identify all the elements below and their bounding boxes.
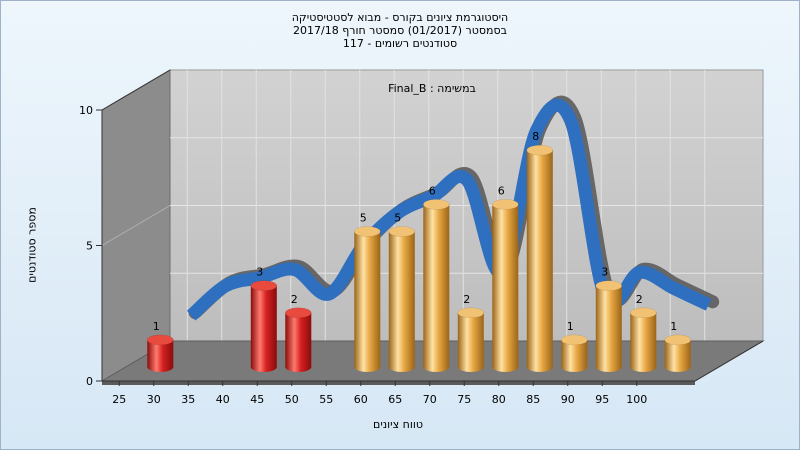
x-tick-label: 25 <box>112 393 126 406</box>
bar-value-label: 3 <box>256 266 263 279</box>
x-tick-label: 100 <box>626 393 647 406</box>
bar-body <box>423 204 450 372</box>
bar-body <box>492 204 519 372</box>
bar: 1 <box>664 320 692 372</box>
bar: 6 <box>423 184 450 372</box>
x-tick-label: 85 <box>526 393 540 406</box>
bar-body <box>664 339 691 372</box>
bar-body <box>526 150 553 372</box>
bar-body <box>561 339 588 372</box>
bar-value-label: 5 <box>394 212 401 225</box>
bar-value-label: 2 <box>291 293 298 306</box>
y-tick-label: 5 <box>86 240 93 253</box>
bar: 1 <box>147 320 174 372</box>
x-tick-label: 50 <box>285 393 299 406</box>
x-tick-label: 70 <box>423 393 437 406</box>
x-axis-label: טווח ציונים <box>373 418 423 431</box>
chart-title-line-3: סטודנטים רשומים - 117 <box>342 37 458 50</box>
bar-top <box>250 280 278 291</box>
x-tick-label: 80 <box>492 393 506 406</box>
bar-body <box>457 312 484 372</box>
floor-edge <box>102 381 695 385</box>
bar: 5 <box>354 212 381 372</box>
y-tick-label: 0 <box>86 375 93 388</box>
bar-body <box>147 339 174 372</box>
bar-body <box>285 312 312 372</box>
chart-title-block: היסטוגרמת ציונים בקורס - מבוא לסטטיסטיקה… <box>0 11 800 50</box>
bar: 5 <box>388 212 416 372</box>
bar-body <box>630 312 657 372</box>
bar-value-label: 3 <box>601 266 608 279</box>
bar-value-label: 1 <box>153 320 160 333</box>
x-tick-label: 90 <box>561 393 575 406</box>
bar-top <box>595 280 623 291</box>
bar-top <box>147 334 174 346</box>
depth-edge-top <box>101 69 171 111</box>
bar-top <box>423 199 450 210</box>
grid-line-side <box>101 205 171 246</box>
x-tick-label: 65 <box>388 393 402 406</box>
bar-top <box>630 307 657 319</box>
chart-subtitle: Final_B : במשימה <box>388 82 476 95</box>
bar-top <box>285 307 312 319</box>
bar: 1 <box>561 320 588 372</box>
y-axis-label: מספר סטודנטים <box>25 207 39 283</box>
x-tick-label: 60 <box>354 393 368 406</box>
bar-top <box>492 199 519 210</box>
x-tick-label: 40 <box>216 393 230 406</box>
bar-value-label: 6 <box>498 184 505 197</box>
bar-value-label: 8 <box>532 130 539 143</box>
bar: 3 <box>595 266 623 372</box>
bar: 2 <box>285 293 312 372</box>
bar: 2 <box>630 293 657 372</box>
x-tick-label: 95 <box>595 393 609 406</box>
bar: 6 <box>492 184 519 372</box>
bar-body <box>595 285 622 372</box>
bar: 3 <box>250 266 278 372</box>
bar-top <box>354 226 381 237</box>
bar-top <box>526 144 554 156</box>
bar: 8 <box>526 130 554 372</box>
bar-value-label: 1 <box>567 320 574 333</box>
bar-top <box>388 226 416 237</box>
x-tick-label: 45 <box>250 393 264 406</box>
bar: 2 <box>457 293 485 372</box>
bars: 1 3 2 5 5 6 2 6 8 1 3 2 1 <box>147 130 692 372</box>
bar-top <box>561 334 588 346</box>
x-tick-label: 35 <box>181 393 195 406</box>
x-tick-label: 55 <box>319 393 333 406</box>
bar-body <box>388 231 415 372</box>
bar-value-label: 5 <box>360 212 367 225</box>
x-tick-label: 75 <box>457 393 471 406</box>
bar-top <box>457 307 485 319</box>
bar-value-label: 2 <box>636 293 643 306</box>
y-tick-label: 10 <box>79 104 93 117</box>
chart-title-line-1: היסטוגרמת ציונים בקורס - מבוא לסטטיסטיקה <box>291 11 509 24</box>
bar-top <box>664 334 692 346</box>
bar-value-label: 2 <box>463 293 470 306</box>
depth-edge-right <box>694 340 764 382</box>
bar-value-label: 1 <box>670 320 677 333</box>
x-tick-label: 30 <box>147 393 161 406</box>
bar-value-label: 6 <box>429 184 436 197</box>
bar-body <box>354 231 381 372</box>
chart-title-line-2: בסמסטר (01/2017) סמסטר חורף 2017/18 <box>293 24 507 37</box>
bar-body <box>250 285 277 372</box>
